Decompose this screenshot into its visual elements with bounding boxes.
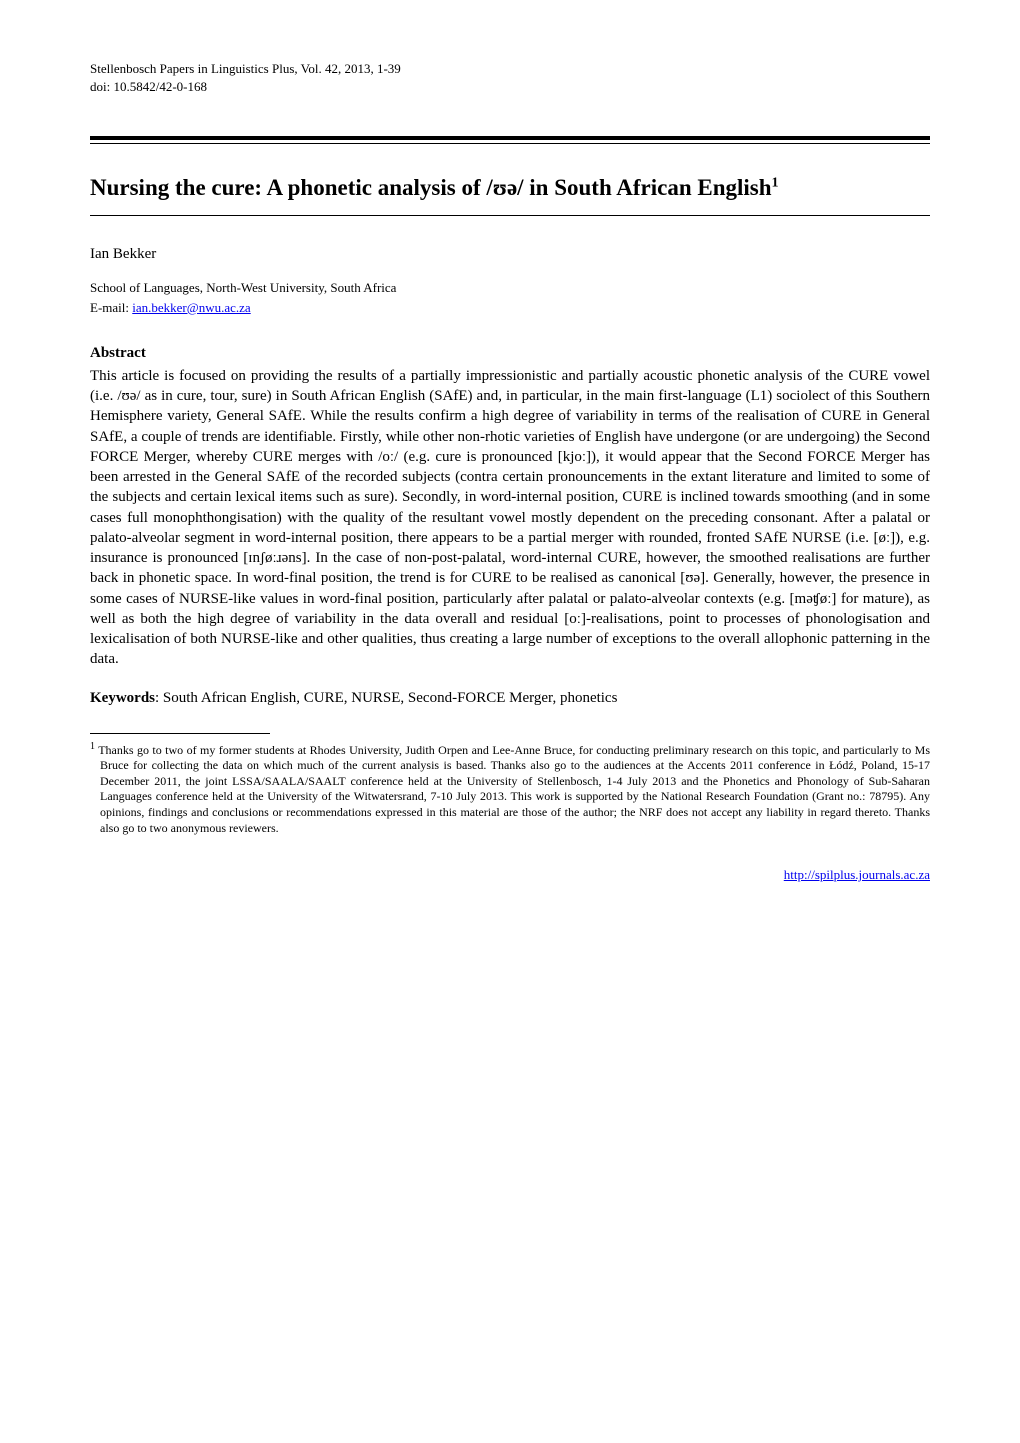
footnote-1: 1 Thanks go to two of my former students… [90, 740, 930, 837]
author-email-link[interactable]: ian.bekker@nwu.ac.za [132, 300, 250, 315]
author-name: Ian Bekker [90, 244, 930, 265]
email-prefix: E-mail: [90, 300, 132, 315]
keywords-text: : South African English, CURE, NURSE, Se… [155, 690, 617, 706]
journal-line-1: Stellenbosch Papers in Linguistics Plus,… [90, 60, 930, 78]
keywords-label: Keywords [90, 690, 155, 706]
journal-line-2: doi: 10.5842/42-0-168 [90, 78, 930, 96]
author-affiliation: School of Languages, North-West Universi… [90, 279, 930, 297]
footer-link-container: http://spilplus.journals.ac.za [90, 866, 930, 884]
author-email-line: E-mail: ian.bekker@nwu.ac.za [90, 299, 930, 317]
single-rule-divider [90, 215, 930, 216]
keywords-line: Keywords: South African English, CURE, N… [90, 688, 930, 709]
footer-url-link[interactable]: http://spilplus.journals.ac.za [784, 867, 930, 882]
footnote-text: Thanks go to two of my former students a… [95, 743, 930, 835]
abstract-heading: Abstract [90, 343, 930, 364]
footnote-rule [90, 733, 270, 734]
abstract-body: This article is focused on providing the… [90, 366, 930, 670]
journal-header: Stellenbosch Papers in Linguistics Plus,… [90, 60, 930, 96]
double-rule-divider [90, 136, 930, 144]
paper-title: Nursing the cure: A phonetic analysis of… [90, 172, 930, 204]
title-text: Nursing the cure: A phonetic analysis of… [90, 175, 772, 200]
title-footnote-marker: 1 [772, 176, 779, 191]
